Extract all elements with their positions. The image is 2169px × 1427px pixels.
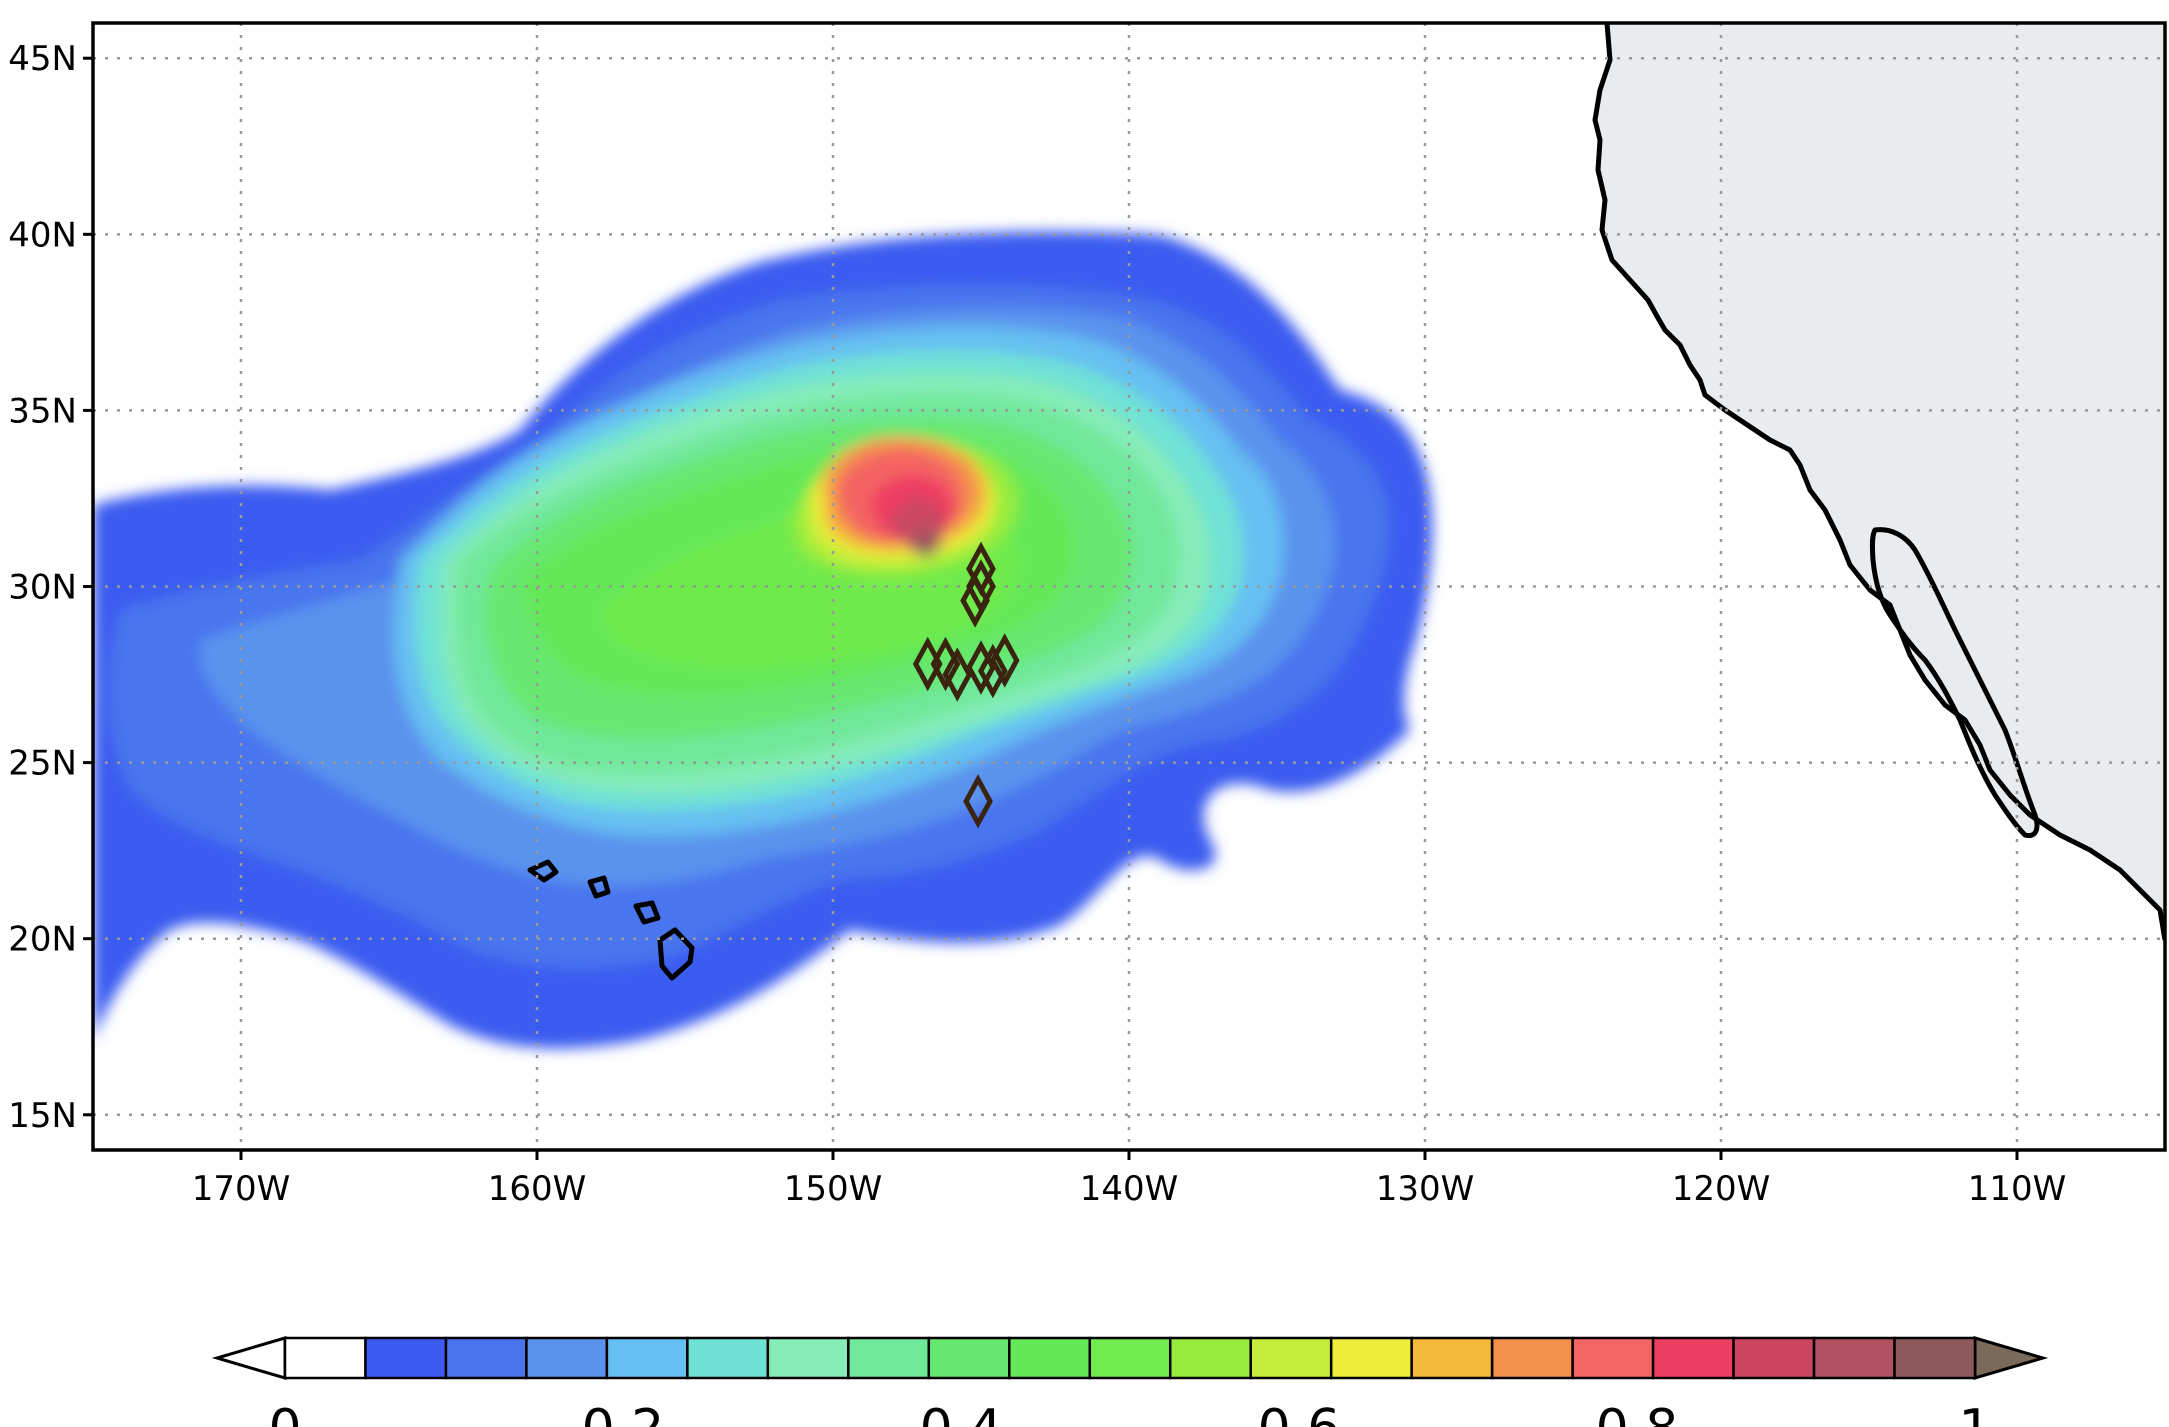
baja-california-coastline xyxy=(1869,527,2040,839)
colorbar-label: 0.8 xyxy=(1596,1399,1679,1427)
colorbar-swatch xyxy=(1249,1336,1333,1380)
colorbar-swatch xyxy=(1732,1336,1816,1380)
colorbar-swatch xyxy=(1893,1336,1977,1380)
colorbar-swatch xyxy=(1008,1336,1092,1380)
hawaii-island-big xyxy=(657,927,695,981)
contour-level-1-00 xyxy=(917,538,936,557)
colorbar-label: 0.4 xyxy=(920,1399,1003,1427)
concentration-field xyxy=(93,231,1433,1049)
colorbar-swatch xyxy=(1651,1336,1735,1380)
observation-markers xyxy=(912,541,1020,829)
lon-tick-label: 110W xyxy=(1968,1169,2067,1209)
colorbar-label: 1 xyxy=(1958,1399,1991,1427)
colorbar-label: 0.2 xyxy=(582,1399,665,1427)
lon-tick-label: 130W xyxy=(1376,1169,1475,1209)
colorbar-swatch xyxy=(525,1336,609,1380)
colorbar-swatch xyxy=(847,1336,931,1380)
map-axes: 45N 40N 35N 30N 25N 20N 15N 170W 160W 150W 140W 130… xyxy=(8,39,2066,1209)
colorbar-label: 0 xyxy=(268,1399,301,1427)
colorbar-swatch xyxy=(927,1336,1011,1380)
colorbar-swatch xyxy=(1571,1336,1655,1380)
lat-tick-label: 15N xyxy=(8,1096,77,1136)
lon-tick-label: 120W xyxy=(1672,1169,1771,1209)
colorbar-swatch xyxy=(605,1336,689,1380)
colorbar-label: 0.6 xyxy=(1258,1399,1341,1427)
lon-tick-label: 140W xyxy=(1080,1169,1179,1209)
colorbar-swatch xyxy=(1088,1336,1172,1380)
lon-tick-label: 170W xyxy=(192,1169,291,1209)
colorbar-swatch xyxy=(1168,1336,1252,1380)
lat-tick-label: 35N xyxy=(8,391,77,431)
colorbar-under-triangle xyxy=(211,1335,287,1381)
colorbar: 0 0.2 0.4 0.6 0.8 1 xyxy=(211,1335,2049,1427)
colorbar-swatch xyxy=(1490,1336,1574,1380)
colorbar-swatch xyxy=(1812,1336,1896,1380)
lat-tick-label: 25N xyxy=(8,744,77,784)
colorbar-swatch xyxy=(1410,1336,1494,1380)
diamond-marker xyxy=(963,774,993,829)
lat-tick-label: 20N xyxy=(8,920,77,960)
lat-tick-label: 30N xyxy=(8,568,77,608)
baja-california-land xyxy=(1872,529,2037,836)
colorbar-swatch xyxy=(1329,1336,1413,1380)
hawaii-island-oahu xyxy=(587,875,611,899)
colorbar-swatch xyxy=(283,1336,367,1380)
colorbar-over-triangle xyxy=(1973,1335,2049,1381)
diamond-marker xyxy=(960,573,990,628)
diamond-marker xyxy=(989,633,1020,688)
lat-tick-label: 45N xyxy=(8,39,77,79)
diamond-marker xyxy=(942,647,973,702)
lon-tick-label: 150W xyxy=(784,1169,883,1209)
lon-tick-label: 160W xyxy=(488,1169,587,1209)
colorbar-swatch xyxy=(766,1336,850,1380)
lat-tick-label: 40N xyxy=(8,215,77,255)
diamond-marker xyxy=(977,643,1008,699)
hawaii-island-kauai xyxy=(527,859,559,883)
colorbar-swatch xyxy=(364,1336,448,1380)
north-america-land xyxy=(1595,23,2165,940)
west-coast-coastline xyxy=(1592,23,2165,941)
colorbar-swatch xyxy=(686,1336,770,1380)
colorbar-swatch xyxy=(444,1336,528,1380)
hawaii-island-maui xyxy=(633,900,661,925)
